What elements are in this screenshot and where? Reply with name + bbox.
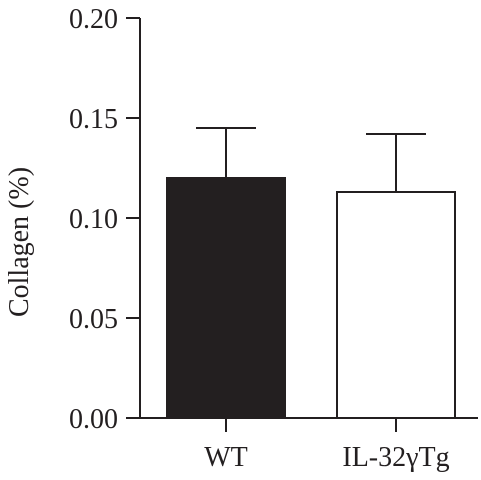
- x-tick-label: WT: [204, 442, 248, 473]
- y-tick-label: 0.05: [69, 304, 118, 335]
- y-axis-title: Collagen (%): [4, 167, 35, 317]
- bar-il32-tg: [336, 191, 456, 419]
- y-tick-label: 0.20: [69, 4, 118, 35]
- x-tick-label: IL-32γTg: [342, 442, 449, 473]
- y-axis-ticks: 0.00 0.05 0.10 0.15 0.20: [69, 4, 140, 435]
- y-tick-label: 0.00: [69, 404, 118, 435]
- x-axis-ticks: WT IL-32γTg: [204, 418, 450, 473]
- bar-wt: [166, 177, 286, 419]
- y-tick-label: 0.15: [69, 104, 118, 135]
- y-tick-label: 0.10: [69, 204, 118, 235]
- bars: [166, 127, 456, 419]
